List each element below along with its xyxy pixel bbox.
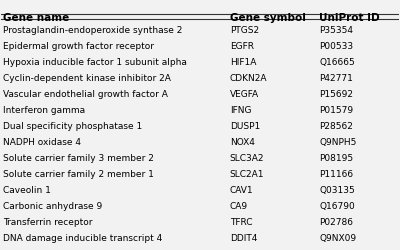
Text: Q9NPH5: Q9NPH5: [319, 137, 356, 146]
Text: Interferon gamma: Interferon gamma: [3, 106, 86, 114]
Text: Gene name: Gene name: [3, 12, 70, 22]
Text: P00533: P00533: [319, 42, 353, 51]
Text: Q9NX09: Q9NX09: [319, 233, 356, 242]
Text: P42771: P42771: [319, 74, 353, 83]
Text: P35354: P35354: [319, 26, 353, 35]
Text: Cyclin-dependent kinase inhibitor 2A: Cyclin-dependent kinase inhibitor 2A: [3, 74, 171, 83]
Text: Transferrin receptor: Transferrin receptor: [3, 217, 93, 226]
Text: CAV1: CAV1: [230, 185, 254, 194]
Text: P01579: P01579: [319, 106, 353, 114]
Text: EGFR: EGFR: [230, 42, 254, 51]
Text: DDIT4: DDIT4: [230, 233, 257, 242]
Text: CDKN2A: CDKN2A: [230, 74, 267, 83]
Text: Epidermal growth factor receptor: Epidermal growth factor receptor: [3, 42, 154, 51]
Text: Q16665: Q16665: [319, 58, 355, 67]
Text: P02786: P02786: [319, 217, 353, 226]
Text: P15692: P15692: [319, 90, 353, 99]
Text: PTGS2: PTGS2: [230, 26, 259, 35]
Text: Solute carrier family 2 member 1: Solute carrier family 2 member 1: [3, 169, 154, 178]
Text: Caveolin 1: Caveolin 1: [3, 185, 51, 194]
Text: Dual specificity phosphatase 1: Dual specificity phosphatase 1: [3, 122, 143, 130]
Text: Vascular endothelial growth factor A: Vascular endothelial growth factor A: [3, 90, 168, 99]
Text: P28562: P28562: [319, 122, 353, 130]
Text: TFRC: TFRC: [230, 217, 252, 226]
Text: SLC2A1: SLC2A1: [230, 169, 264, 178]
Text: CA9: CA9: [230, 201, 248, 210]
Text: DUSP1: DUSP1: [230, 122, 260, 130]
Text: SLC3A2: SLC3A2: [230, 153, 264, 162]
Text: Carbonic anhydrase 9: Carbonic anhydrase 9: [3, 201, 103, 210]
Text: HIF1A: HIF1A: [230, 58, 256, 67]
Text: Q03135: Q03135: [319, 185, 355, 194]
Text: Hypoxia inducible factor 1 subunit alpha: Hypoxia inducible factor 1 subunit alpha: [3, 58, 187, 67]
Text: Solute carrier family 3 member 2: Solute carrier family 3 member 2: [3, 153, 154, 162]
Text: Q16790: Q16790: [319, 201, 355, 210]
Text: UniProt ID: UniProt ID: [319, 12, 380, 22]
Text: P08195: P08195: [319, 153, 353, 162]
Text: Prostaglandin-endoperoxide synthase 2: Prostaglandin-endoperoxide synthase 2: [3, 26, 183, 35]
Text: NADPH oxidase 4: NADPH oxidase 4: [3, 137, 81, 146]
Text: DNA damage inducible transcript 4: DNA damage inducible transcript 4: [3, 233, 163, 242]
Text: IFNG: IFNG: [230, 106, 251, 114]
Text: NOX4: NOX4: [230, 137, 255, 146]
Text: P11166: P11166: [319, 169, 353, 178]
Text: Gene symbol: Gene symbol: [230, 12, 306, 22]
Text: VEGFA: VEGFA: [230, 90, 259, 99]
